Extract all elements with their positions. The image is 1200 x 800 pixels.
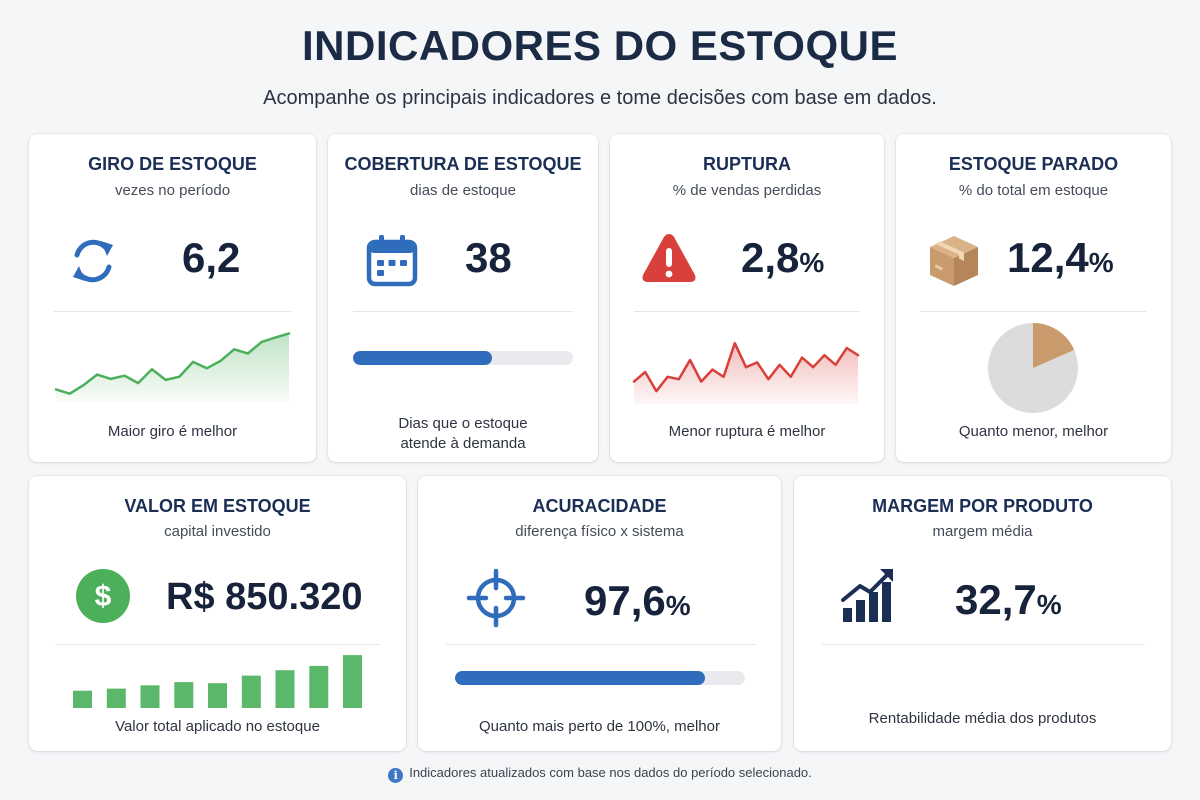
card-title: RUPTURA bbox=[703, 154, 791, 174]
dollar-icon: $ bbox=[76, 569, 130, 623]
card-cobertura-estoque: COBERTURA DE ESTOQUE dias de estoque 38 … bbox=[328, 134, 598, 462]
idle-stock-pie bbox=[988, 323, 1078, 413]
giro-trend-sparkline bbox=[54, 332, 291, 402]
card-subtitle: capital investido bbox=[164, 523, 271, 540]
divider bbox=[634, 311, 860, 312]
card-caption: Menor ruptura é melhor bbox=[668, 423, 826, 440]
card-title: MARGEM POR PRODUTO bbox=[872, 496, 1093, 516]
kpi-value: 2,8% bbox=[741, 234, 825, 281]
kpi-value: R$ 850.320 bbox=[166, 576, 363, 618]
card-caption: Rentabilidade média dos produtos bbox=[868, 710, 1097, 727]
divider bbox=[446, 644, 756, 645]
card-subtitle: % do total em estoque bbox=[958, 182, 1109, 199]
value-bar bbox=[309, 665, 329, 708]
growth-chart-icon bbox=[841, 569, 893, 622]
box-icon bbox=[930, 236, 978, 286]
card-subtitle: dias de estoque bbox=[410, 182, 516, 199]
svg-text:$: $ bbox=[95, 580, 112, 613]
card-ruptura: RUPTURA % de vendas perdidas 2,8% Menor … bbox=[610, 134, 884, 462]
divider bbox=[920, 311, 1146, 312]
kpi-value: 12,4% bbox=[1007, 234, 1114, 281]
page-title: INDICADORES DO ESTOQUE bbox=[302, 22, 898, 69]
value-bar bbox=[343, 655, 362, 708]
sparkline-line bbox=[632, 341, 860, 393]
value-bar bbox=[140, 685, 160, 708]
card-title: ESTOQUE PARADO bbox=[948, 154, 1119, 174]
card-caption: Maior giro é melhor bbox=[107, 423, 238, 440]
divider bbox=[54, 311, 291, 312]
value-bar bbox=[174, 682, 194, 708]
card-giro-estoque: GIRO DE ESTOQUE vezes no período 6,2 Mai… bbox=[29, 134, 316, 462]
card-valor-estoque: VALOR EM ESTOQUE capital investido $ R$ … bbox=[29, 476, 406, 751]
percent-unit: % bbox=[1088, 247, 1114, 278]
card-title: ACURACIDADE bbox=[532, 496, 667, 516]
percent-unit: % bbox=[665, 590, 691, 621]
card-caption: Valor total aplicado no estoque bbox=[115, 718, 320, 735]
card-margem-produto: MARGEM POR PRODUTO margem média 32,7% Re… bbox=[794, 476, 1171, 751]
percent-unit: % bbox=[1036, 589, 1062, 620]
value-bar bbox=[106, 688, 126, 708]
footer-text: Indicadores atualizados com base nos dad… bbox=[409, 765, 812, 780]
pie-slice-idle bbox=[1033, 323, 1075, 368]
card-subtitle: vezes no período bbox=[114, 182, 231, 199]
footer-note: i Indicadores atualizados com base nos da… bbox=[0, 765, 1200, 783]
page-subtitle: Acompanhe os principais indicadores e to… bbox=[263, 87, 937, 109]
info-icon: i bbox=[388, 768, 404, 783]
sparkline-line bbox=[54, 332, 291, 395]
card-subtitle: % de vendas perdidas bbox=[672, 182, 822, 199]
card-acuracidade: ACURACIDADE diferença físico x sistema 9… bbox=[418, 476, 781, 751]
sparkline-area bbox=[56, 333, 289, 402]
card-subtitle: margem média bbox=[932, 523, 1033, 540]
warning-icon bbox=[642, 234, 696, 282]
sparkline-area bbox=[634, 343, 858, 404]
divider bbox=[353, 311, 573, 312]
value-bar bbox=[208, 683, 227, 708]
accuracy-progress-fill bbox=[455, 671, 705, 685]
value-bar bbox=[73, 690, 92, 708]
divider bbox=[55, 644, 380, 645]
caption-line: atende à demanda bbox=[400, 435, 526, 452]
calendar-icon bbox=[366, 235, 418, 287]
divider bbox=[822, 644, 1145, 645]
card-caption: Quanto mais perto de 100%, melhor bbox=[479, 718, 720, 735]
value-bar bbox=[275, 670, 295, 708]
caption-line: Dias que o estoque bbox=[398, 415, 528, 432]
card-title: VALOR EM ESTOQUE bbox=[124, 496, 311, 516]
card-title: COBERTURA DE ESTOQUE bbox=[344, 154, 582, 174]
coverage-progress-fill bbox=[353, 351, 492, 365]
card-subtitle: diferença físico x sistema bbox=[515, 523, 684, 540]
kpi-value: 38 bbox=[465, 234, 512, 281]
kpi-value: 32,7% bbox=[955, 576, 1062, 623]
crosshair-icon bbox=[466, 568, 526, 628]
value-bar bbox=[241, 675, 261, 708]
coverage-progress-bar bbox=[353, 351, 573, 365]
accuracy-progress-bar bbox=[455, 671, 745, 685]
card-caption: Quanto menor, melhor bbox=[958, 423, 1109, 440]
card-title: GIRO DE ESTOQUE bbox=[88, 154, 257, 174]
refresh-icon bbox=[73, 239, 113, 283]
ruptura-trend-sparkline bbox=[632, 341, 860, 404]
percent-unit: % bbox=[799, 247, 825, 278]
stock-value-bars bbox=[73, 655, 362, 708]
card-estoque-parado: ESTOQUE PARADO % do total em estoque 12,… bbox=[896, 134, 1171, 462]
card-caption: Dias que o estoque atende à demanda bbox=[328, 414, 598, 454]
kpi-value: 6,2 bbox=[182, 234, 241, 281]
kpi-value: 97,6% bbox=[584, 577, 691, 624]
